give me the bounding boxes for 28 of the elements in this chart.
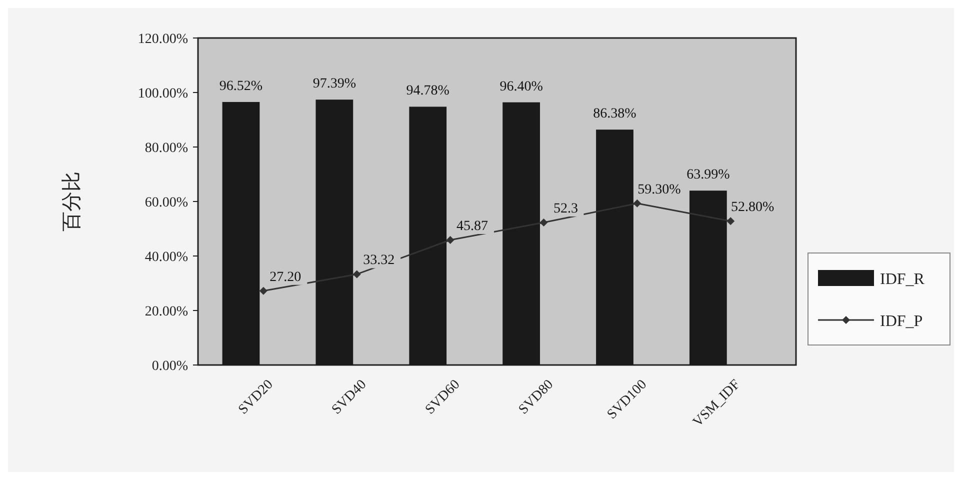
point: [540, 218, 548, 226]
y-tick-label: 120.00%: [138, 32, 188, 47]
data-label: 52.80%: [731, 200, 775, 216]
data-label: 96.40%: [500, 79, 544, 94]
data-label: 97.39%: [312, 76, 356, 92]
y-tick-label: 20.00%: [144, 304, 188, 320]
y-axis-title: 百分比: [61, 172, 83, 232]
data-label: 59.30%: [638, 182, 682, 198]
data-label: 96.52%: [219, 78, 263, 94]
data-label: 27.20: [270, 270, 302, 285]
data-label: 33.32: [363, 253, 395, 268]
point: [259, 286, 268, 295]
y-tick-label: 40.00%: [144, 250, 188, 265]
data-label: 86.38%: [593, 106, 637, 122]
y-tick-label: 0.00%: [152, 359, 188, 374]
data-label: 45.87: [456, 219, 488, 234]
y-tick-label: 60.00%: [144, 196, 188, 210]
legend-label: IDF_R: [880, 271, 925, 288]
y-tick-label: 80.00%: [144, 141, 188, 156]
y-tick-label: 100.00%: [138, 86, 188, 102]
point: [633, 199, 642, 208]
data-label: 63.99%: [686, 168, 730, 183]
point: [726, 217, 735, 226]
point: [446, 236, 454, 244]
data-label: 94.78%: [406, 84, 450, 99]
legend-label: IDF_P: [880, 313, 923, 330]
data-label: 52.3: [553, 201, 578, 216]
point: [352, 270, 361, 278]
